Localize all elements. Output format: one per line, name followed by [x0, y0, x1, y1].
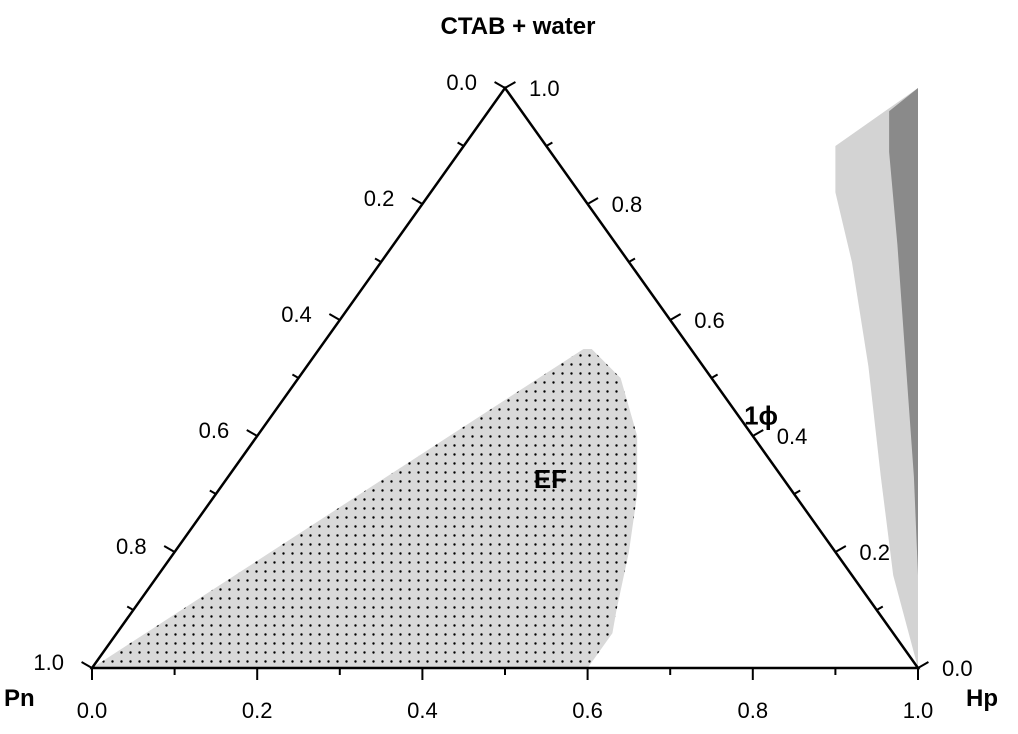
left-tick-label-4: 0.8 [116, 534, 147, 559]
bottom-tick-label-4: 0.8 [738, 698, 769, 723]
left-tick-7 [209, 489, 217, 495]
left-tick-0 [494, 81, 506, 89]
bottom-tick-label-1: 0.2 [242, 698, 273, 723]
right-tick-9 [545, 141, 553, 147]
right-tick-2 [834, 545, 847, 553]
right-tick-label-1: 0.2 [859, 540, 890, 565]
tick-marks [81, 81, 929, 680]
region-label-1: EF [534, 464, 567, 494]
left-tick-6 [246, 429, 258, 437]
right-tick-5 [711, 373, 719, 379]
left-tick-label-1: 0.2 [364, 186, 395, 211]
right-tick-1 [876, 605, 884, 611]
right-tick-7 [628, 257, 636, 263]
region-annotations: 1ϕ EF [534, 400, 778, 494]
left-tick-5 [291, 373, 299, 379]
phase-region-2 [889, 88, 918, 668]
left-tick-label-2: 0.4 [281, 302, 312, 327]
left-tick-label-3: 0.6 [199, 418, 230, 443]
right-tick-label-0: 0.0 [942, 656, 973, 681]
right-tick-label-2: 0.4 [777, 424, 808, 449]
right-tick-label-3: 0.6 [694, 308, 725, 333]
right-tick-8 [587, 197, 599, 205]
bottom-tick-label-2: 0.4 [407, 698, 438, 723]
right-tick-10 [504, 81, 516, 89]
bottom-tick-label-0: 0.0 [77, 698, 108, 723]
phase-regions [92, 88, 918, 668]
bottom-tick-label-3: 0.6 [572, 698, 603, 723]
left-tick-4 [328, 313, 341, 321]
apex-label-top: CTAB + water [441, 13, 596, 40]
right-tick-label-5: 1.0 [529, 76, 560, 101]
left-tick-3 [374, 257, 382, 263]
right-tick-0 [917, 661, 929, 669]
left-tick-label-5: 1.0 [33, 650, 64, 675]
right-tick-label-4: 0.8 [612, 192, 643, 217]
left-tick-2 [411, 197, 423, 205]
bottom-tick-label-5: 1.0 [903, 698, 934, 723]
apex-label-right: Hp [966, 685, 998, 712]
apex-label-left: Pn [4, 685, 35, 712]
right-tick-3 [793, 489, 801, 495]
region-label-0: 1ϕ [744, 400, 778, 430]
phase-region-0-dots [92, 349, 638, 668]
left-tick-9 [126, 605, 134, 611]
left-tick-8 [163, 545, 176, 553]
right-tick-4 [752, 429, 764, 437]
left-tick-label-0: 0.0 [446, 70, 477, 95]
right-tick-6 [669, 313, 682, 321]
left-tick-1 [457, 141, 465, 147]
left-tick-10 [81, 661, 93, 669]
tick-labels: 0.0 0.2 0.4 0.6 0.8 1.0 0.0 0.2 0.4 0.6 0.8 1.0 0.0 0… [33, 70, 972, 723]
